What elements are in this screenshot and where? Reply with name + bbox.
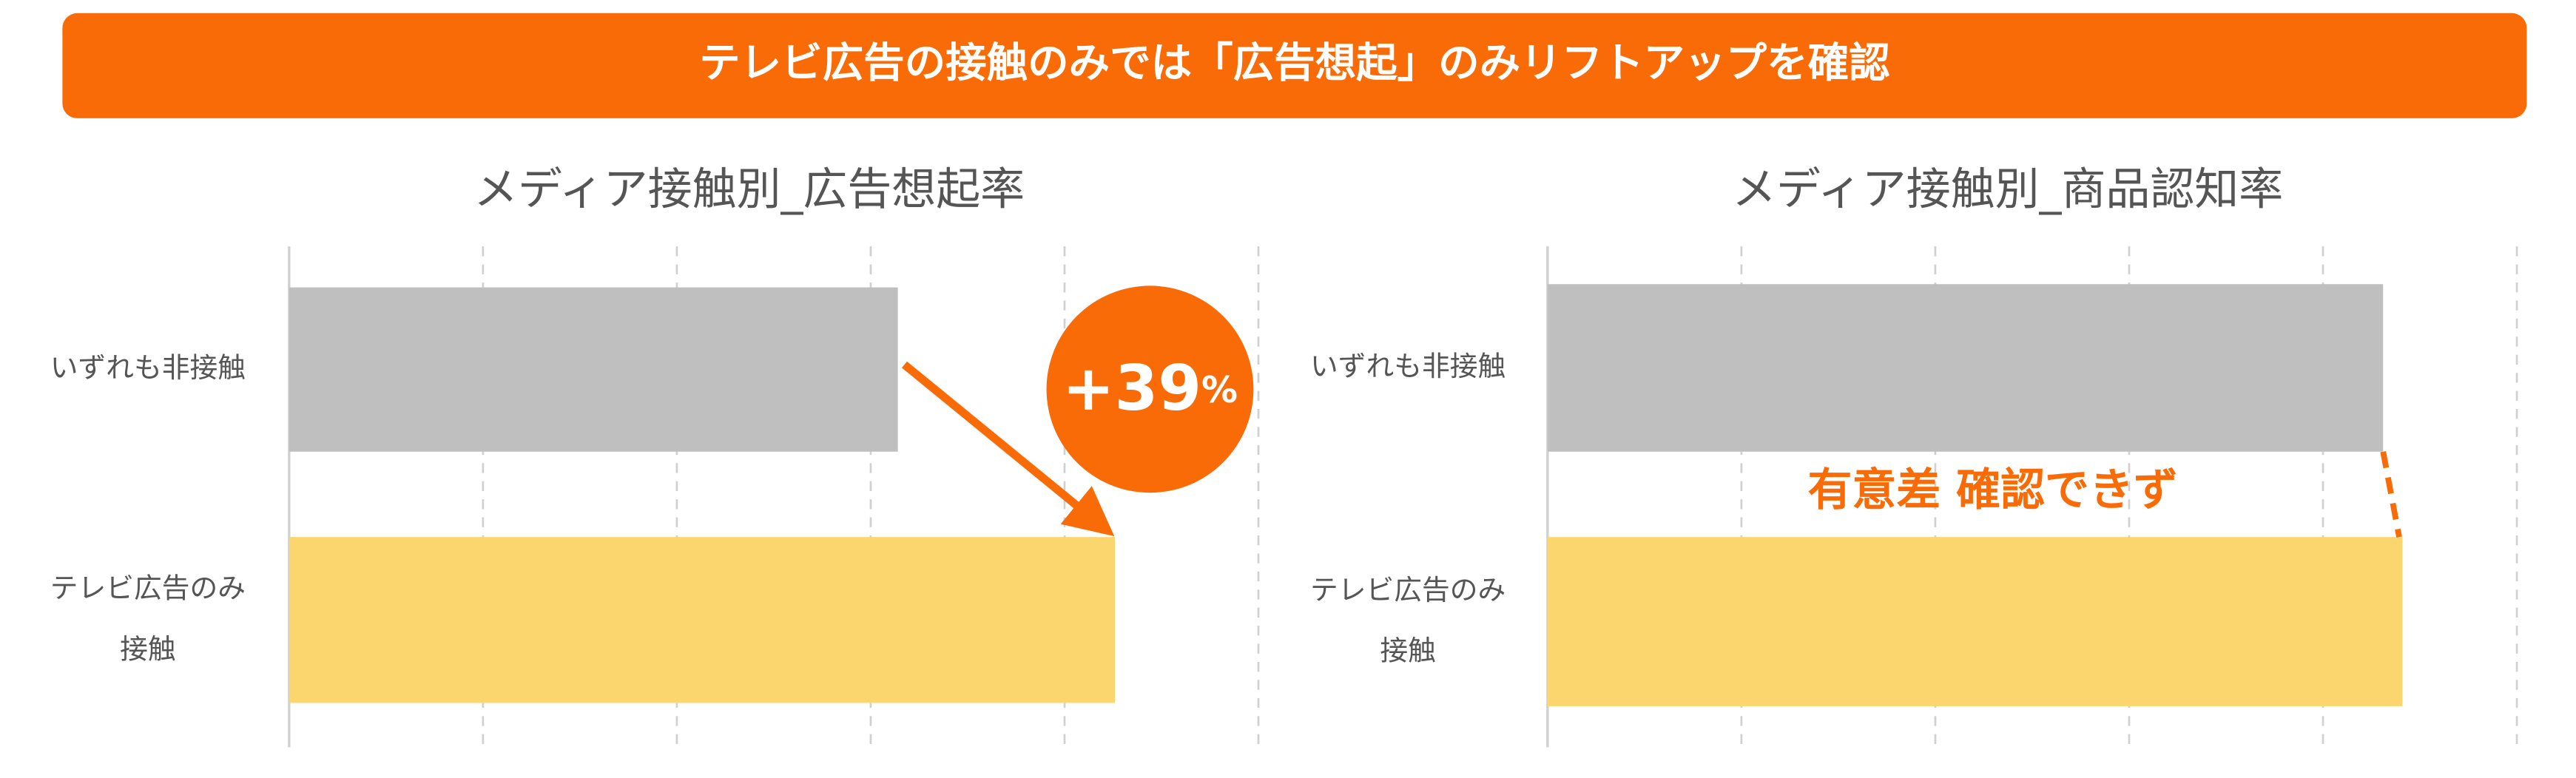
bar — [1547, 284, 2384, 452]
category-label-line: 接触 — [1380, 634, 1436, 666]
banner-title: テレビ広告の接触のみでは「広告想起」のみリフトアップを確認 — [699, 39, 1890, 87]
bar — [289, 537, 1116, 703]
category-label: いずれも非接触 — [1310, 350, 1506, 382]
category-label-line: 接触 — [120, 632, 176, 665]
bar — [289, 287, 898, 452]
badge — [1046, 285, 1254, 493]
badge-unit: % — [1201, 369, 1238, 411]
chart-title: メディア接触別_広告想起率 — [473, 163, 1025, 215]
category-label: いずれも非接触 — [50, 351, 246, 384]
bar — [1547, 537, 2403, 706]
dashed-connector — [2380, 450, 2402, 538]
category-label-line: テレビ広告のみ — [50, 572, 246, 604]
annotation: 有意差 確認できず — [1807, 464, 2177, 516]
badge-number: +39 — [1062, 352, 1201, 424]
chart-title: メディア接触別_商品認知率 — [1732, 163, 2283, 215]
category-label-line: テレビ広告のみ — [1310, 573, 1506, 606]
category-label: テレビ広告のみ接触 — [50, 572, 246, 665]
category-label: テレビ広告のみ接触 — [1310, 573, 1506, 666]
arrow — [902, 361, 1115, 537]
badge-text: +39% — [1062, 352, 1238, 424]
banner — [62, 13, 2527, 118]
